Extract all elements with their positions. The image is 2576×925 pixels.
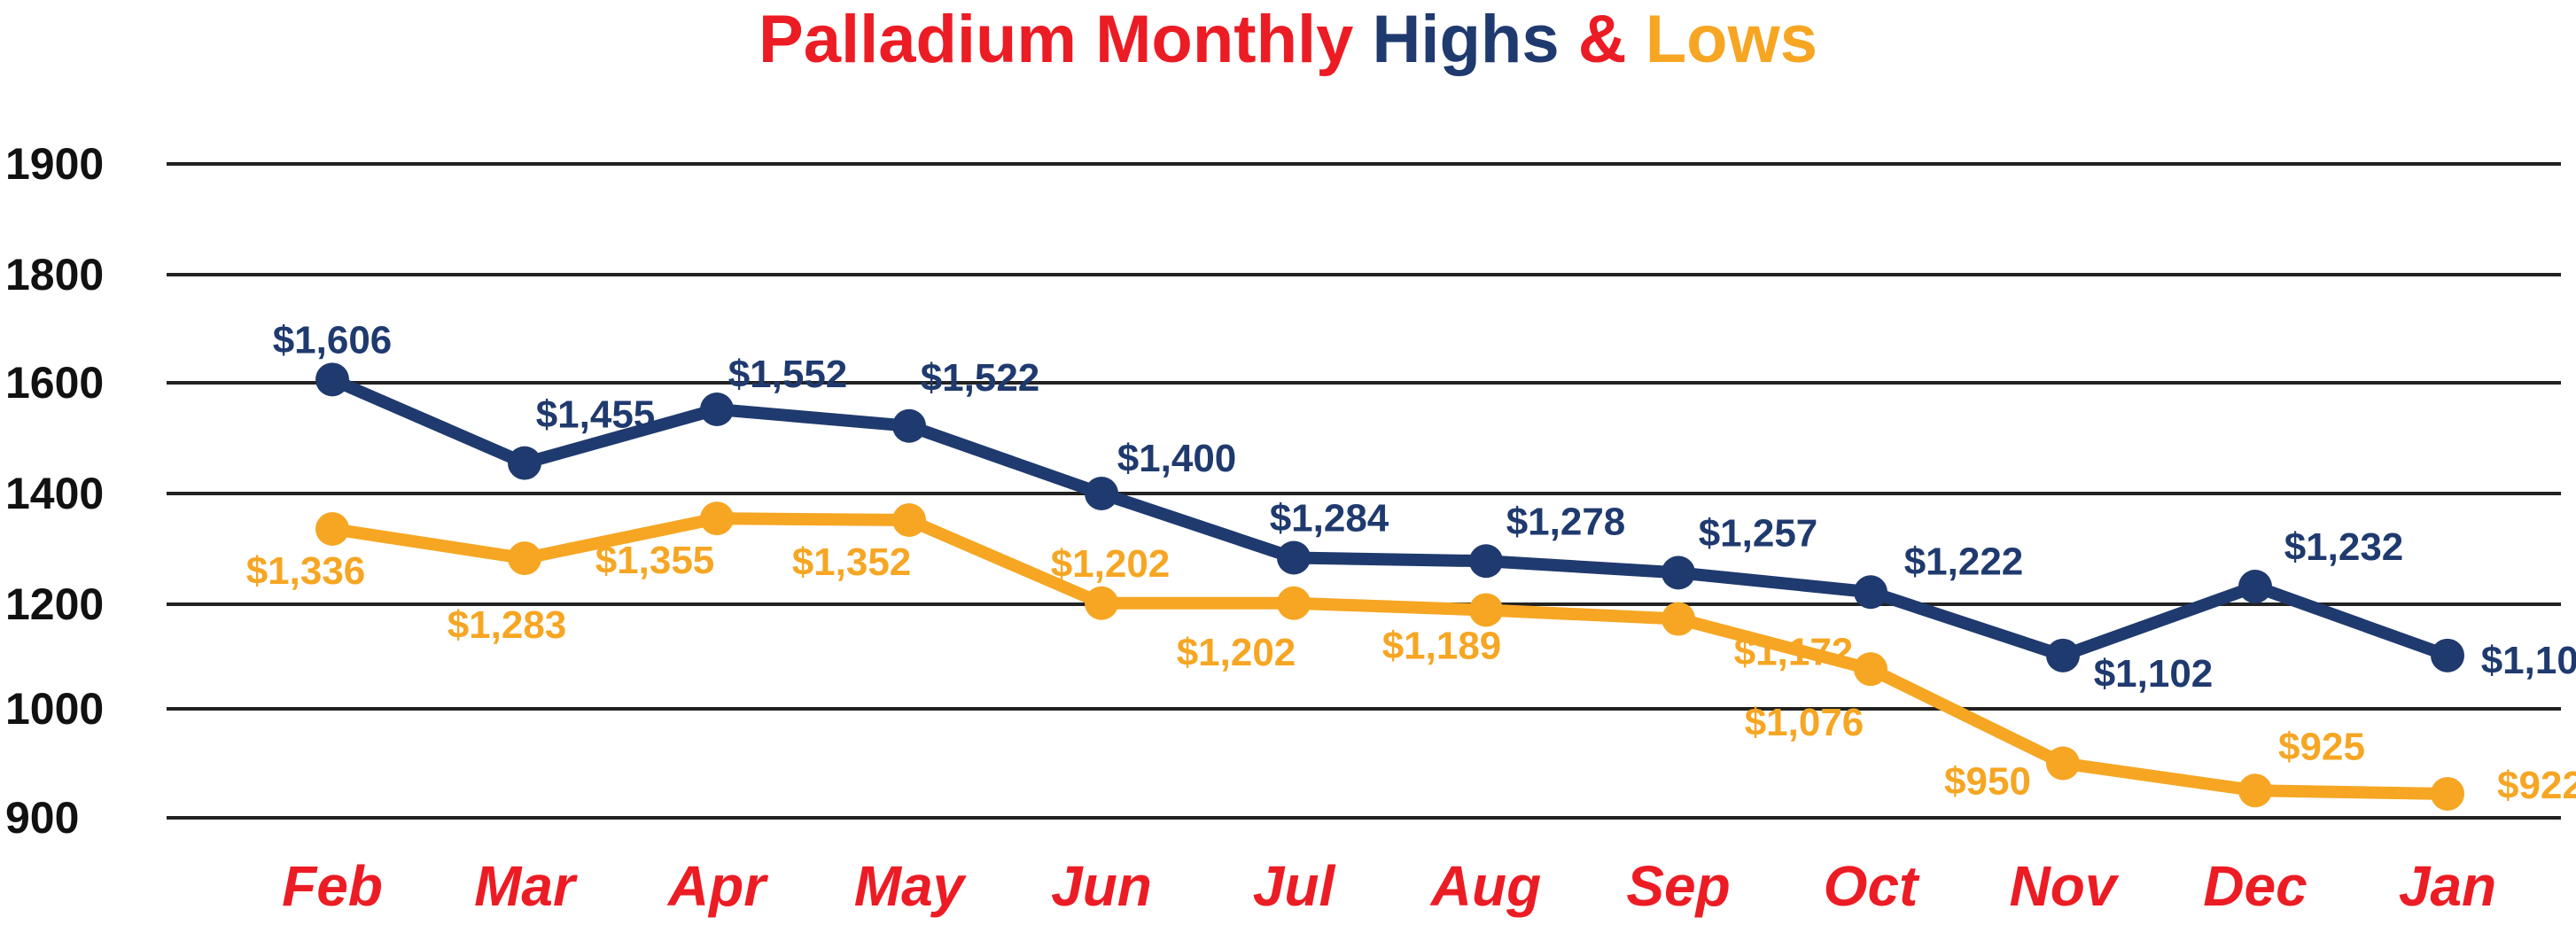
data-label-highs-dec: $1,232 bbox=[2284, 525, 2404, 569]
x-tick-label-jul: Jul bbox=[1253, 854, 1336, 918]
data-label-highs-apr: $1,552 bbox=[728, 353, 848, 396]
x-tick-label-nov: Nov bbox=[2010, 854, 2120, 918]
x-tick-label-apr: Apr bbox=[666, 854, 768, 918]
point-highs-feb bbox=[315, 362, 349, 397]
x-tick-label-mar: Mar bbox=[474, 854, 578, 918]
point-lows-dec bbox=[2238, 773, 2272, 808]
data-label-lows-may: $1,352 bbox=[792, 540, 912, 584]
point-lows-may bbox=[892, 503, 926, 537]
title-part-ampersand: & bbox=[1559, 2, 1646, 77]
point-lows-sep bbox=[1662, 602, 1695, 636]
point-highs-sep bbox=[1662, 556, 1695, 590]
data-label-lows-apr: $1,355 bbox=[595, 539, 715, 582]
x-tick-label-may: May bbox=[854, 854, 968, 918]
data-label-highs-jun: $1,400 bbox=[1117, 437, 1237, 480]
title-part-palladium-monthly: Palladium Monthly bbox=[759, 2, 1373, 77]
y-tick-label: 1800 bbox=[5, 250, 104, 299]
data-label-highs-mar: $1,455 bbox=[536, 393, 656, 437]
data-label-lows-dec: $925 bbox=[2278, 725, 2365, 768]
chart-title: Palladium Monthly Highs & Lows bbox=[0, 0, 2576, 80]
x-tick-label-feb: Feb bbox=[282, 854, 383, 918]
point-lows-jun bbox=[1085, 586, 1118, 620]
y-tick-label: 900 bbox=[5, 793, 79, 843]
point-highs-mar bbox=[508, 446, 541, 480]
point-lows-oct bbox=[1854, 652, 1887, 687]
y-axis-ticks: 900 1000 1200 1400 1600 1800 1900 bbox=[5, 139, 104, 843]
data-label-lows-nov: $950 bbox=[1944, 760, 2031, 804]
point-lows-mar bbox=[508, 541, 541, 576]
series-line-highs bbox=[326, 373, 2454, 662]
x-tick-label-sep: Sep bbox=[1626, 854, 1730, 918]
point-highs-dec bbox=[2238, 570, 2272, 603]
point-highs-aug bbox=[1469, 544, 1503, 579]
title-part-lows: Lows bbox=[1645, 2, 1817, 77]
point-highs-jun bbox=[1085, 477, 1118, 510]
data-label-highs-aug: $1,278 bbox=[1506, 500, 1626, 543]
point-lows-nov bbox=[2046, 746, 2080, 781]
point-lows-jul bbox=[1277, 586, 1311, 620]
data-label-lows-jan: $922 bbox=[2497, 764, 2576, 807]
data-label-highs-feb: $1,606 bbox=[273, 318, 393, 361]
title-part-highs: Highs bbox=[1372, 2, 1560, 77]
point-lows-jan bbox=[2431, 776, 2464, 811]
y-tick-label: 1400 bbox=[5, 469, 104, 518]
data-label-highs-sep: $1,257 bbox=[1699, 511, 1818, 555]
data-label-highs-nov: $1,102 bbox=[2094, 652, 2214, 696]
x-tick-label-jun: Jun bbox=[1051, 854, 1152, 918]
y-tick-label: 1900 bbox=[5, 139, 104, 189]
data-label-lows-aug: $1,189 bbox=[1382, 624, 1502, 667]
data-label-lows-jul: $1,202 bbox=[1177, 631, 1296, 674]
point-highs-jul bbox=[1277, 540, 1311, 575]
x-tick-label-oct: Oct bbox=[1824, 854, 1920, 918]
point-highs-jan bbox=[2431, 638, 2464, 672]
data-label-highs-oct: $1,222 bbox=[1904, 540, 2024, 583]
data-label-lows-oct: $1,076 bbox=[1745, 701, 1864, 744]
point-highs-oct bbox=[1854, 575, 1887, 610]
data-label-highs-may: $1,522 bbox=[921, 356, 1040, 400]
point-highs-apr bbox=[700, 393, 734, 426]
grid-lines bbox=[167, 162, 2561, 820]
x-tick-label-dec: Dec bbox=[2203, 854, 2307, 918]
point-lows-aug bbox=[1469, 593, 1503, 627]
y-tick-label: 1600 bbox=[5, 358, 104, 408]
data-label-highs-jul: $1,284 bbox=[1270, 497, 1389, 540]
data-label-lows-sep: $1,172 bbox=[1734, 631, 1854, 674]
data-label-highs-jan: $1,102 bbox=[2481, 639, 2576, 682]
point-highs-may bbox=[892, 408, 926, 443]
x-axis-ticks: Feb Mar Apr May Jun Jul Aug Sep Oct Nov Dec Jan bbox=[282, 854, 2496, 918]
point-lows-feb bbox=[315, 512, 349, 546]
point-highs-nov bbox=[2046, 638, 2080, 672]
x-tick-label-jan: Jan bbox=[2399, 854, 2496, 918]
series-line-lows bbox=[326, 512, 2454, 800]
y-tick-label: 1200 bbox=[5, 579, 104, 629]
data-label-lows-jun: $1,202 bbox=[1051, 542, 1171, 586]
y-tick-label: 1000 bbox=[5, 684, 104, 734]
data-labels: $1,336 $1,283 $1,355 $1,352 $1,202 $1,202 $1,1… bbox=[246, 318, 2576, 807]
series-layer bbox=[315, 362, 2464, 811]
data-label-lows-feb: $1,336 bbox=[246, 549, 366, 593]
data-label-lows-mar: $1,283 bbox=[447, 603, 567, 647]
point-lows-apr bbox=[700, 501, 734, 536]
x-tick-label-aug: Aug bbox=[1429, 854, 1541, 918]
